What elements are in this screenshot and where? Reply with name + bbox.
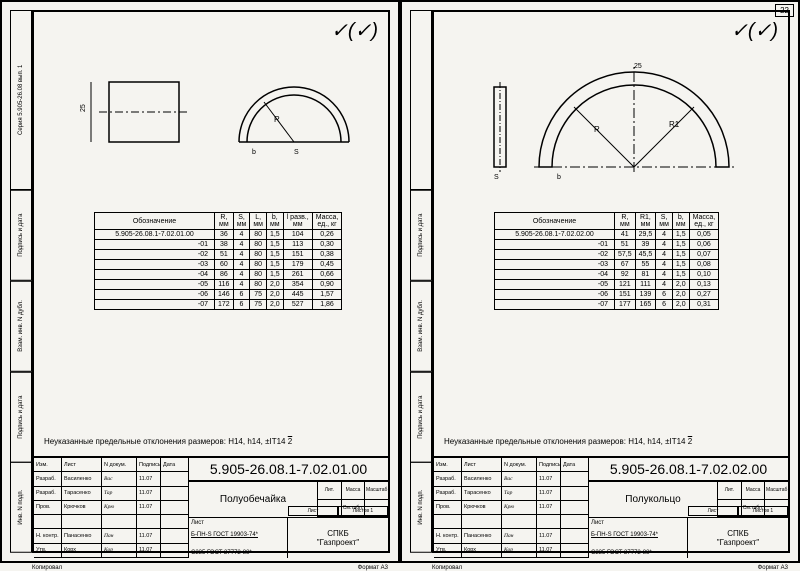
drawing-area-right: ✓(✓) R R1 25 b S (434, 12, 788, 192)
drawing-code: 5.905-26.08.1-7.02.02.00 (589, 458, 788, 482)
side-label: Взам. инв. N дубл. (10, 281, 32, 372)
organization: СПКБ"Газпроект" (688, 518, 788, 558)
side-strip: Подпись и дата Взам. инв. N дубл. Подпис… (410, 10, 432, 553)
scale-label: Масштаб (765, 482, 788, 499)
inner-frame-right: ✓(✓) R R1 25 b S ОбозначениеR,ммR1,ммS,м… (432, 10, 790, 553)
tolerance-note: Неуказанные предельные отклонения размер… (444, 437, 778, 446)
side-label: Подпись и дата (10, 190, 32, 281)
scale-label: Масштаб (365, 482, 388, 499)
svg-text:S: S (294, 149, 299, 156)
drawing-code: 5.905-26.08.1-7.02.01.00 (189, 458, 388, 482)
svg-text:R1: R1 (669, 120, 680, 129)
svg-text:b: b (557, 174, 561, 181)
side-label: Инв. N подп. (410, 462, 432, 553)
tb-signatures: Изм.ЛистN докум.ПодписьДатаРазраб.Василе… (34, 458, 189, 558)
tb-right: 5.905-26.08.1-7.02.01.00 Полуобечайка Ли… (189, 458, 388, 558)
side-label: Подпись и дата (10, 372, 32, 463)
side-label: Взам. инв. N дубл. (410, 281, 432, 372)
svg-text:25: 25 (634, 63, 642, 70)
footer: КопировалФормат А3 (32, 565, 388, 571)
lit-label: Лит. (318, 482, 342, 499)
svg-text:R: R (274, 115, 280, 124)
mass-label: Масса (742, 482, 766, 499)
organization: СПКБ"Газпроект" (288, 518, 388, 558)
tolerance-note: Неуказанные предельные отклонения размер… (44, 437, 378, 446)
side-strip: Серия 5.905-26.08 вып. 1 Подпись и дата … (10, 10, 32, 553)
mass-label: Масса (342, 482, 366, 499)
side-label: Подпись и дата (410, 372, 432, 463)
side-label: Подпись и дата (410, 190, 432, 281)
checkmark-icon: ✓(✓) (331, 18, 378, 43)
svg-text:25: 25 (80, 104, 87, 112)
sheet-label: Лист (288, 506, 338, 516)
data-table-left: ОбозначениеR,ммS,ммL,ммb,ммl разв.,ммМас… (94, 212, 342, 310)
svg-text:R: R (594, 125, 600, 134)
gost-label: Лист Б-ПН-S ГОСТ 19903-74* С235 ГОСТ 277… (189, 518, 288, 558)
drawing-area-left: ✓(✓) 25 R b S (34, 12, 388, 192)
svg-text:b: b (252, 149, 256, 156)
svg-text:S: S (494, 174, 499, 181)
gost-label: Лист Б-ПН-S ГОСТ 19903-74* С235 ГОСТ 277… (589, 518, 688, 558)
lit-label: Лит. (718, 482, 742, 499)
sheets-label: Листов 1 (738, 506, 788, 516)
sheet-right: 22 Подпись и дата Взам. инв. N дубл. Под… (400, 0, 800, 563)
tb-right: 5.905-26.08.1-7.02.02.00 Полукольцо Лит.… (589, 458, 788, 558)
title-block-left: Изм.ЛистN докум.ПодписьДатаРазраб.Василе… (34, 456, 388, 551)
checkmark-icon: ✓(✓) (731, 18, 778, 43)
title-block-right: Изм.ЛистN докум.ПодписьДатаРазраб.Василе… (434, 456, 788, 551)
data-table-right: ОбозначениеR,ммR1,ммS,ммb,ммМасса,ед., к… (494, 212, 719, 310)
side-label: Инв. N подп. (10, 462, 32, 553)
sheet-left: Серия 5.905-26.08 вып. 1 Подпись и дата … (0, 0, 400, 563)
tb-signatures: Изм.ЛистN докум.ПодписьДатаРазраб.Василе… (434, 458, 589, 558)
sheet-label: Лист (688, 506, 738, 516)
inner-frame-left: ✓(✓) 25 R b S ОбозначениеR,ммS,ммL,ммb,м… (32, 10, 390, 553)
footer: КопировалФормат А3 (432, 565, 788, 571)
sheets-label: Листов 1 (338, 506, 388, 516)
series-label: Серия 5.905-26.08 вып. 1 (10, 10, 32, 190)
